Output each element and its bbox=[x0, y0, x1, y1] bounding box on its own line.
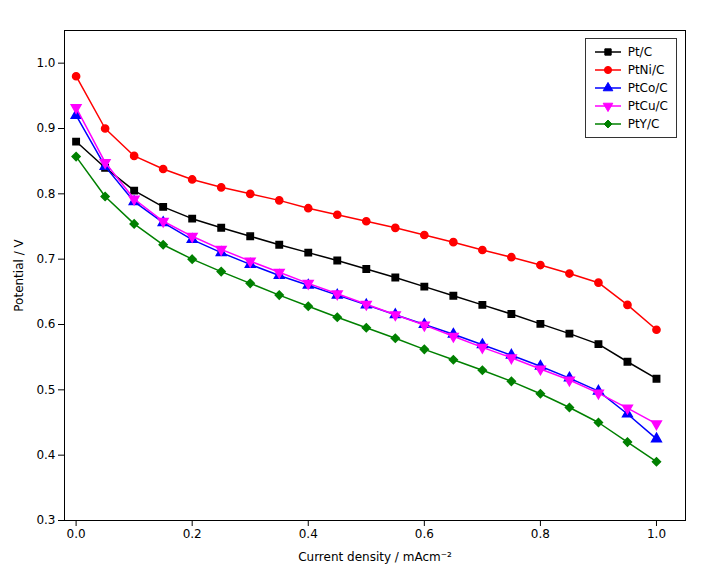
svg-text:0.8: 0.8 bbox=[531, 527, 550, 541]
svg-text:1.0: 1.0 bbox=[36, 56, 55, 70]
svg-text:0.6: 0.6 bbox=[415, 527, 434, 541]
html-text:Pt/C: Pt/C bbox=[627, 45, 652, 59]
html-text:PtY/C: PtY/C bbox=[627, 117, 660, 131]
svg-text:0.2: 0.2 bbox=[183, 527, 202, 541]
html-text:PtCu/C: PtCu/C bbox=[627, 99, 668, 113]
svg-text:0.0: 0.0 bbox=[67, 527, 86, 541]
svg-text:1.0: 1.0 bbox=[647, 527, 666, 541]
svg-text:0.3: 0.3 bbox=[36, 513, 55, 527]
svg-text:0.9: 0.9 bbox=[36, 121, 55, 135]
svg-text:0.4: 0.4 bbox=[36, 448, 55, 462]
html-text:PtNi/C: PtNi/C bbox=[627, 63, 665, 77]
svg-text:0.4: 0.4 bbox=[299, 527, 318, 541]
svg-text:0.7: 0.7 bbox=[36, 252, 55, 266]
svg-text:0.8: 0.8 bbox=[36, 187, 55, 201]
html-text:PtCo/C: PtCo/C bbox=[627, 81, 668, 95]
svg-text:Potential / V: Potential / V bbox=[12, 238, 26, 311]
svg-text:0.5: 0.5 bbox=[36, 383, 55, 397]
svg-text:0.6: 0.6 bbox=[36, 317, 55, 331]
svg-text:Current density / mAcm⁻²: Current density / mAcm⁻² bbox=[298, 550, 452, 564]
